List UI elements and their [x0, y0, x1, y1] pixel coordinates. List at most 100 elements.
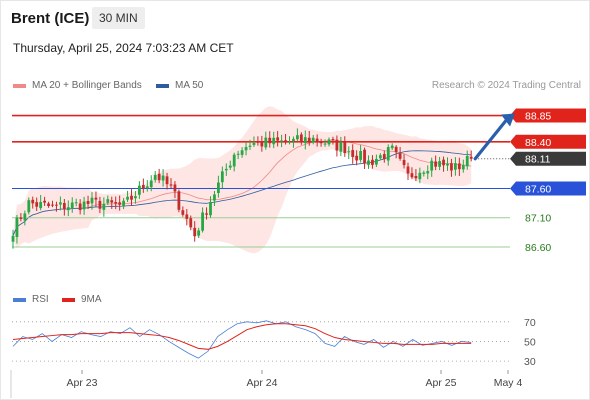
- candle-body: [35, 202, 39, 207]
- candle-body: [288, 141, 291, 143]
- ma20-label: MA 20 + Bollinger Bands: [32, 80, 142, 91]
- candle-body: [114, 201, 118, 204]
- candle-body: [209, 201, 212, 216]
- candle-body: [375, 158, 378, 165]
- candle-body: [122, 200, 125, 207]
- forecast-arrow-head: [501, 113, 515, 127]
- candle-body: [23, 213, 27, 221]
- forecast-arrow-shaft: [473, 118, 508, 161]
- candle-body: [217, 182, 220, 193]
- candle-body: [434, 161, 438, 167]
- rsi-tick-50: 50: [524, 336, 536, 348]
- candle-body: [418, 172, 422, 180]
- candle-body: [454, 163, 457, 170]
- candle-body: [410, 173, 414, 178]
- candle-body: [153, 174, 157, 180]
- candle-body: [276, 137, 280, 141]
- candle-body: [303, 137, 307, 144]
- candle-body: [118, 202, 122, 205]
- candle-body: [201, 212, 204, 231]
- bollinger-band-area: [13, 106, 472, 254]
- rsi-tick-30: 30: [524, 356, 536, 368]
- candle-body: [161, 175, 165, 181]
- candle-body: [149, 180, 153, 188]
- candle-body: [181, 210, 185, 215]
- candle-body: [11, 235, 15, 242]
- candle-body: [66, 207, 70, 211]
- timeframe-badge[interactable]: 30 MIN: [92, 7, 145, 29]
- price-tag-text-87.60: 87.60: [525, 184, 551, 196]
- price-tag-text-88.11: 88.11: [525, 154, 551, 166]
- candle-body: [378, 155, 382, 159]
- candle-body: [106, 199, 110, 203]
- candle-body: [177, 191, 181, 210]
- rsi-series-RSI: [12, 320, 472, 359]
- candle-body: [284, 140, 287, 142]
- candle-body: [62, 203, 66, 210]
- candle-body: [268, 137, 272, 144]
- x-tick-label-2: Apr 25: [426, 377, 457, 389]
- price-tag-88.40: [510, 134, 586, 149]
- candle-body: [323, 143, 327, 145]
- ma9-swatch: [62, 297, 75, 302]
- candle-body: [94, 197, 98, 200]
- candle-body: [98, 200, 102, 209]
- candle-body: [355, 155, 359, 161]
- candle-body: [406, 166, 410, 174]
- x-tick-label-1: Apr 24: [247, 377, 278, 389]
- rsi-label: RSI: [32, 294, 49, 305]
- candle-body: [220, 171, 224, 183]
- ma50-swatch: [156, 83, 169, 88]
- candle-body: [430, 160, 434, 171]
- candle-body: [469, 156, 473, 159]
- price-tag-text-88.85: 88.85: [525, 111, 551, 123]
- candle-body: [438, 161, 441, 167]
- candle-body: [335, 139, 339, 151]
- candle-body: [130, 195, 133, 200]
- candle-body: [55, 204, 58, 206]
- candle-body: [296, 135, 299, 140]
- x-tick-label-3: May 4: [494, 377, 523, 389]
- candle-body: [402, 159, 406, 166]
- instrument-title: Brent (ICE): [11, 10, 90, 27]
- candle-body: [59, 202, 62, 205]
- candle-body: [292, 138, 295, 141]
- candle-body: [442, 159, 445, 166]
- candle-body: [134, 196, 137, 199]
- candle-body: [414, 176, 418, 179]
- candle-body: [82, 201, 86, 210]
- candle-body: [90, 197, 94, 204]
- candle-body: [371, 159, 374, 165]
- ma50-line: [12, 150, 472, 237]
- rsi-tick-70: 70: [524, 317, 536, 329]
- candle-body: [228, 165, 232, 168]
- candle-body: [165, 176, 169, 185]
- candle-body: [331, 139, 335, 141]
- candle-body: [205, 213, 208, 215]
- candle-body: [86, 201, 90, 204]
- candle-body: [299, 134, 303, 142]
- candle-body: [446, 163, 449, 166]
- candle-body: [157, 173, 161, 181]
- candle-body: [347, 151, 351, 153]
- legend-rsi: RSI: [13, 294, 49, 305]
- price-tag-88.85: [510, 108, 586, 123]
- candle-body: [327, 139, 331, 145]
- candle-body: [398, 153, 402, 159]
- candle-body: [126, 196, 129, 200]
- candle-body: [19, 217, 23, 219]
- candle-body: [47, 203, 50, 206]
- candle-body: [189, 218, 193, 228]
- candle-body: [110, 200, 114, 203]
- support-label-86.60: 86.60: [525, 242, 551, 254]
- candle-body: [27, 200, 31, 213]
- candle-body: [51, 204, 54, 206]
- candle-body: [260, 141, 264, 147]
- candle-body: [461, 165, 465, 170]
- candle-body: [367, 160, 370, 165]
- candle-body: [248, 145, 252, 147]
- candle-body: [422, 172, 426, 174]
- legend-9ma: 9MA: [62, 294, 102, 305]
- candle-body: [197, 230, 201, 236]
